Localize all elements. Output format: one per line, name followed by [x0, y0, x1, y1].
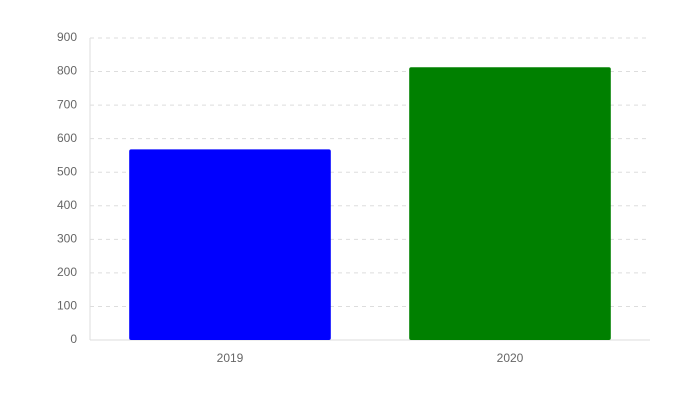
x-tick-label: 2020 — [497, 351, 524, 365]
y-tick-label: 300 — [57, 232, 77, 246]
bar — [129, 149, 331, 340]
bar — [409, 67, 611, 341]
y-tick-label: 0 — [70, 332, 77, 346]
y-tick-label: 800 — [57, 64, 77, 78]
y-tick-label: 700 — [57, 97, 77, 111]
y-tick-label: 100 — [57, 299, 77, 313]
y-tick-label: 600 — [57, 131, 77, 145]
y-tick-label: 400 — [57, 198, 77, 212]
y-tick-label: 500 — [57, 164, 77, 178]
y-tick-label: 900 — [57, 30, 77, 44]
x-tick-label: 2019 — [217, 351, 244, 365]
y-tick-label: 200 — [57, 265, 77, 279]
